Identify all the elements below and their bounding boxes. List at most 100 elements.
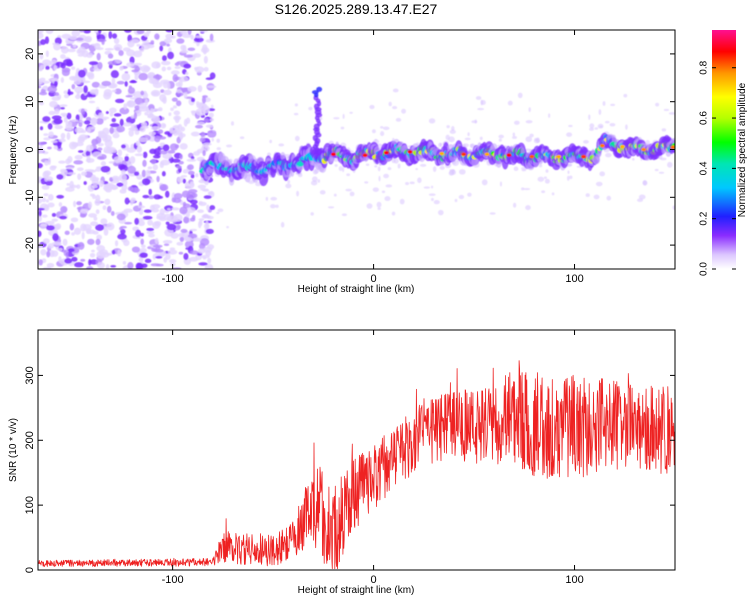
scatter-speck bbox=[345, 188, 352, 192]
noise-speck bbox=[141, 178, 151, 186]
scatter-speck bbox=[385, 184, 393, 188]
noise-speck bbox=[128, 127, 138, 131]
noise-speck bbox=[45, 199, 50, 203]
track-peak bbox=[330, 152, 336, 157]
scatter-speck bbox=[334, 164, 338, 167]
noise-speck bbox=[160, 159, 171, 166]
scatter-speck bbox=[467, 132, 470, 137]
noise-speck bbox=[140, 65, 150, 73]
noise-speck bbox=[202, 142, 212, 146]
noise-speck bbox=[147, 72, 155, 77]
noise-speck bbox=[175, 82, 182, 87]
spectrogram-heatmap bbox=[38, 30, 675, 269]
noise-speck bbox=[116, 125, 125, 133]
noise-speck bbox=[127, 165, 136, 174]
scatter-speck bbox=[632, 157, 635, 161]
noise-speck bbox=[42, 214, 48, 218]
noise-speck bbox=[60, 62, 66, 69]
scatter-speck bbox=[583, 140, 589, 144]
noise-speck bbox=[202, 44, 208, 52]
noise-speck bbox=[131, 39, 140, 44]
scatter-speck bbox=[275, 204, 279, 208]
scatter-speck bbox=[654, 168, 659, 172]
noise-speck bbox=[122, 47, 131, 52]
noise-speck bbox=[113, 43, 123, 52]
noise-speck bbox=[64, 258, 73, 264]
noise-speck bbox=[159, 217, 167, 222]
spectrogram-y-tick-label: 10 bbox=[24, 96, 36, 108]
scatter-speck bbox=[479, 136, 483, 141]
scatter-speck bbox=[392, 105, 398, 110]
snr-series-line bbox=[38, 360, 675, 570]
noise-speck bbox=[183, 54, 194, 58]
noise-speck bbox=[189, 228, 198, 232]
scatter-speck bbox=[541, 190, 546, 194]
spectrogram-x-tick-label: 100 bbox=[565, 273, 583, 285]
noise-speck bbox=[91, 43, 100, 47]
noise-speck bbox=[127, 87, 136, 94]
noise-speck bbox=[95, 209, 100, 215]
noise-speck bbox=[92, 151, 103, 158]
noise-speck bbox=[113, 37, 120, 45]
noise-speck bbox=[65, 158, 71, 165]
noise-speck bbox=[109, 82, 118, 89]
noise-speck bbox=[209, 72, 216, 80]
scatter-speck bbox=[589, 123, 595, 129]
noise-speck bbox=[43, 193, 49, 197]
noise-speck bbox=[73, 200, 77, 208]
noise-speck bbox=[118, 50, 124, 56]
scatter-speck bbox=[381, 190, 386, 194]
noise-speck bbox=[190, 131, 200, 137]
noise-speck bbox=[197, 248, 206, 254]
scatter-speck bbox=[593, 194, 600, 200]
noise-speck bbox=[62, 114, 67, 118]
noise-speck bbox=[71, 256, 78, 262]
noise-speck bbox=[117, 249, 122, 257]
noise-speck bbox=[142, 159, 147, 167]
scatter-speck bbox=[464, 137, 471, 141]
noise-speck bbox=[81, 231, 85, 240]
scatter-speck bbox=[210, 104, 214, 109]
scatter-speck bbox=[278, 143, 285, 147]
noise-speck bbox=[102, 205, 107, 211]
noise-speck bbox=[96, 52, 101, 61]
spectrogram-y-tick-label: -20 bbox=[24, 237, 36, 253]
scatter-speck bbox=[439, 142, 443, 147]
noise-speck bbox=[133, 171, 140, 176]
scatter-speck bbox=[605, 152, 612, 158]
noise-speck bbox=[105, 264, 110, 269]
scatter-speck bbox=[525, 136, 533, 143]
noise-speck bbox=[199, 30, 209, 33]
noise-speck bbox=[122, 261, 127, 265]
noise-speck bbox=[163, 38, 173, 44]
scatter-speck bbox=[477, 107, 485, 111]
noise-speck bbox=[152, 164, 158, 171]
snr-x-tick-label: -100 bbox=[162, 574, 184, 586]
snr-x-tick-label: 100 bbox=[565, 574, 583, 586]
noise-speck bbox=[53, 65, 58, 71]
noise-speck bbox=[41, 184, 50, 190]
noise-speck bbox=[86, 266, 94, 269]
noise-speck bbox=[206, 204, 210, 211]
noise-speck bbox=[126, 100, 136, 108]
noise-speck bbox=[126, 62, 135, 68]
noise-speck bbox=[126, 147, 136, 153]
noise-speck bbox=[53, 92, 60, 97]
noise-speck bbox=[163, 256, 168, 263]
noise-speck bbox=[155, 263, 164, 267]
noise-speck bbox=[138, 72, 149, 81]
noise-speck bbox=[53, 145, 59, 150]
noise-speck bbox=[77, 241, 85, 250]
noise-speck bbox=[192, 237, 202, 242]
noise-speck bbox=[111, 89, 117, 93]
noise-speck bbox=[58, 160, 66, 164]
scatter-speck bbox=[364, 181, 369, 184]
track-peak bbox=[556, 154, 562, 159]
scatter-speck bbox=[609, 123, 616, 127]
noise-speck bbox=[198, 201, 203, 205]
noise-speck bbox=[41, 197, 46, 203]
scatter-speck bbox=[523, 187, 531, 191]
scatter-speck bbox=[415, 168, 418, 171]
noise-speck bbox=[148, 233, 155, 238]
noise-speck bbox=[183, 216, 190, 224]
